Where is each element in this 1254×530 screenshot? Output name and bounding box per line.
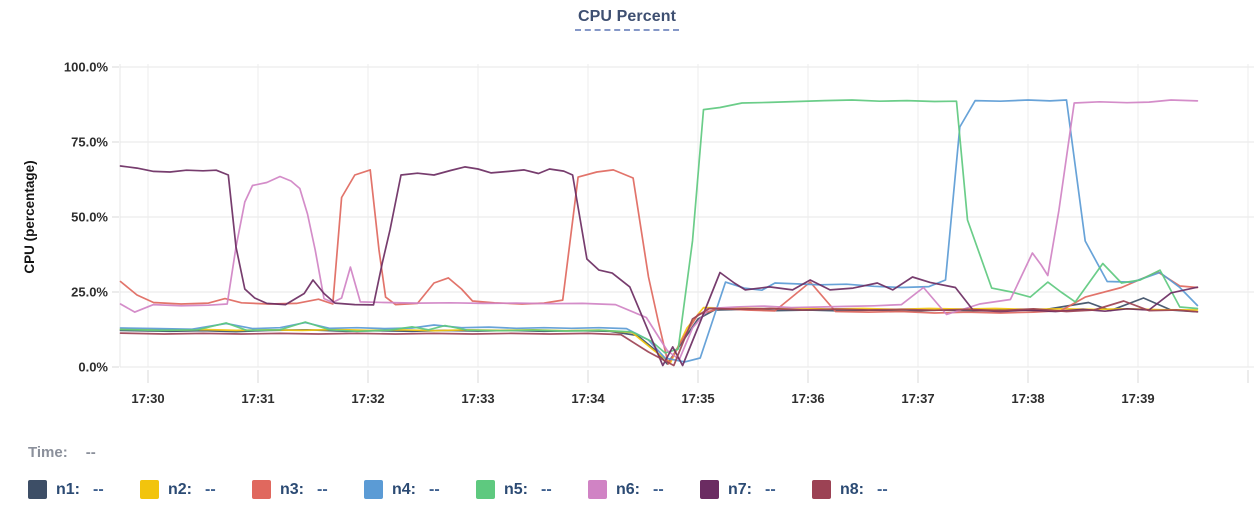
x-tick-label: 17:35 — [681, 391, 714, 406]
series-line-n4 — [119, 99, 1199, 363]
series-line-n5 — [119, 99, 1199, 354]
legend-value-n5: -- — [541, 480, 552, 498]
legend-item-n4[interactable]: n4: -- — [364, 480, 476, 499]
y-tick-label: 25.0% — [71, 285, 108, 300]
legend-value-n4: -- — [429, 480, 440, 498]
legend-label-n2: n2: — [168, 480, 192, 498]
legend-label-n8: n8: — [840, 480, 864, 498]
x-tick-label: 17:33 — [461, 391, 494, 406]
legend-label-n6: n6: — [616, 480, 640, 498]
y-tick-label: 0.0% — [78, 360, 108, 375]
legend-value-n1: -- — [93, 480, 104, 498]
legend-swatch-n8 — [812, 480, 831, 499]
x-tick-label: 17:36 — [791, 391, 824, 406]
legend-label-n3: n3: — [280, 480, 304, 498]
time-readout-label: Time: — [28, 444, 68, 461]
legend-label-n5: n5: — [504, 480, 528, 498]
series-line-n3 — [119, 169, 1199, 365]
y-tick-label: 75.0% — [71, 135, 108, 150]
series-line-n2 — [119, 306, 1199, 364]
x-tick-label: 17:30 — [131, 391, 164, 406]
x-tick-label: 17:39 — [1121, 391, 1154, 406]
legend-value-n8: -- — [877, 480, 888, 498]
chart-title-row: CPU Percent — [0, 8, 1254, 31]
legend-item-n8[interactable]: n8: -- — [812, 480, 924, 499]
legend-item-n6[interactable]: n6: -- — [588, 480, 700, 499]
chart-legend: n1: -- n2: -- n3: -- n4: -- n5: -- n6: -- n7: -- n8: -- — [28, 480, 924, 499]
legend-item-n2[interactable]: n2: -- — [140, 480, 252, 499]
legend-swatch-n7 — [700, 480, 719, 499]
legend-swatch-n5 — [476, 480, 495, 499]
series-line-n6 — [119, 99, 1199, 361]
x-tick-label: 17:32 — [351, 391, 384, 406]
x-tick-label: 17:31 — [241, 391, 274, 406]
legend-value-n3: -- — [317, 480, 328, 498]
time-readout-value: -- — [85, 444, 96, 461]
y-tick-label: 50.0% — [71, 210, 108, 225]
y-tick-label: 100.0% — [64, 60, 109, 75]
cpu-percent-chart[interactable]: CPU (percentage) 0.0% 25.0% 50.0% 75.0% 100.… — [0, 0, 1254, 418]
legend-value-n7: -- — [765, 480, 776, 498]
y-axis-title: CPU (percentage) — [22, 160, 37, 273]
legend-label-n7: n7: — [728, 480, 752, 498]
legend-swatch-n3 — [252, 480, 271, 499]
legend-item-n5[interactable]: n5: -- — [476, 480, 588, 499]
series-line-n8 — [119, 300, 1199, 367]
legend-swatch-n6 — [588, 480, 607, 499]
series-line-n7 — [119, 165, 1199, 367]
legend-swatch-n1 — [28, 480, 47, 499]
legend-item-n3[interactable]: n3: -- — [252, 480, 364, 499]
time-readout: Time: -- — [28, 444, 96, 461]
x-tick-label: 17:37 — [901, 391, 934, 406]
legend-label-n4: n4: — [392, 480, 416, 498]
legend-item-n1[interactable]: n1: -- — [28, 480, 140, 499]
legend-item-n7[interactable]: n7: -- — [700, 480, 812, 499]
legend-swatch-n4 — [364, 480, 383, 499]
legend-label-n1: n1: — [56, 480, 80, 498]
legend-value-n2: -- — [205, 480, 216, 498]
x-tick-label: 17:38 — [1011, 391, 1044, 406]
legend-value-n6: -- — [653, 480, 664, 498]
chart-title[interactable]: CPU Percent — [574, 8, 680, 31]
x-tick-label: 17:34 — [571, 391, 605, 406]
legend-swatch-n2 — [140, 480, 159, 499]
